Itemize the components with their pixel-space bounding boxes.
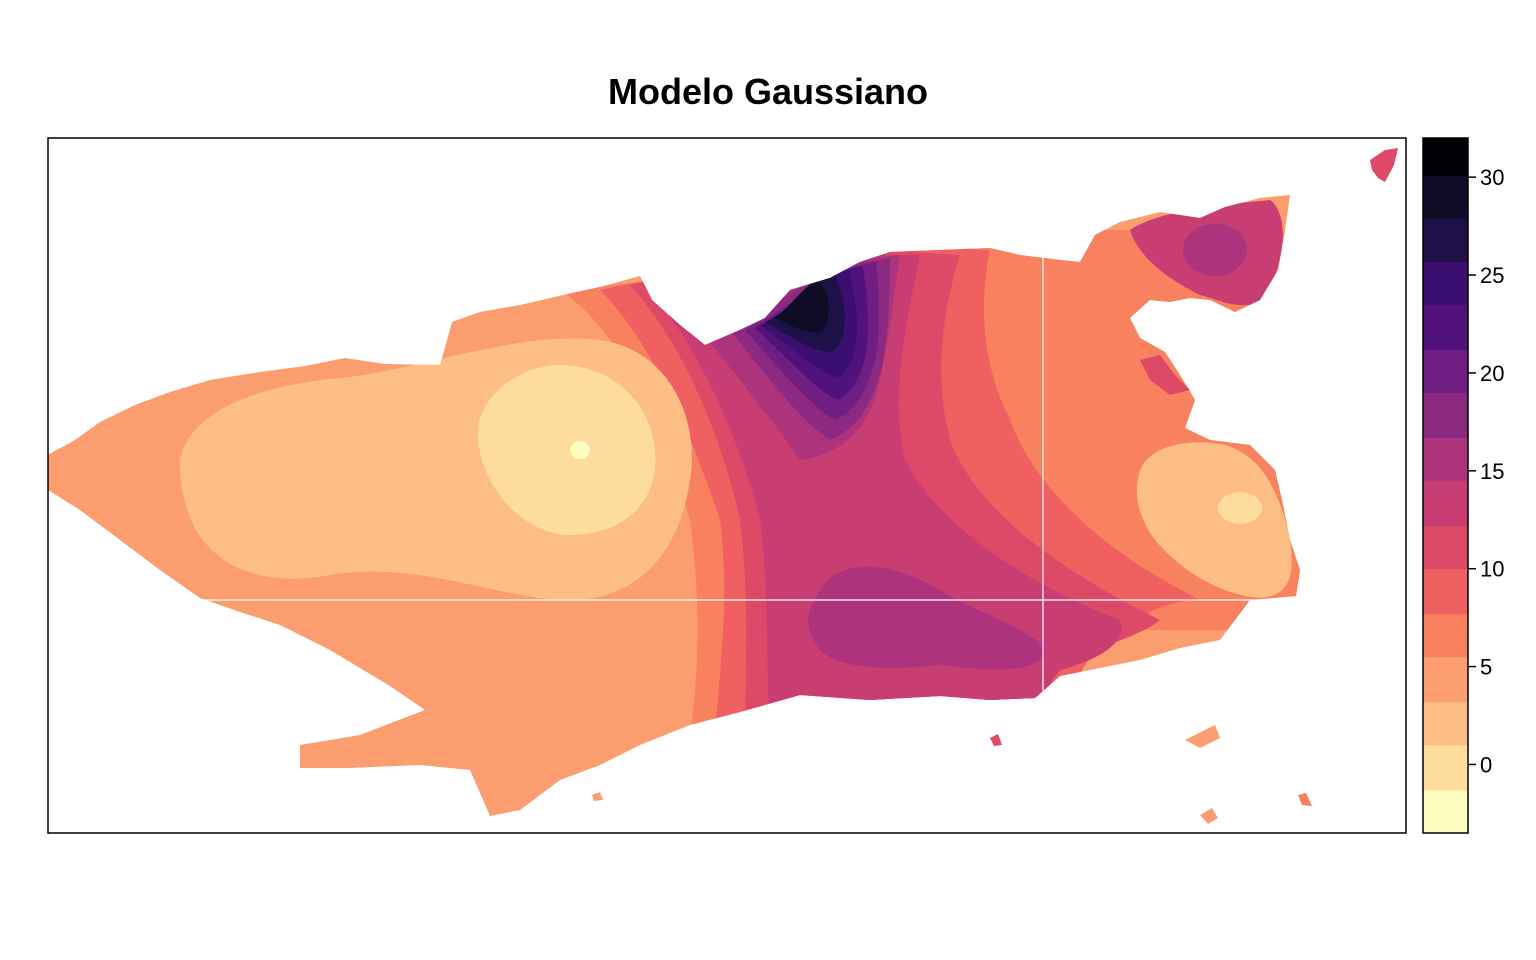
colorbar-bin-4	[1423, 613, 1468, 658]
colorbar-bin-1	[1423, 744, 1468, 791]
colorbar-tick-label: 30	[1480, 165, 1504, 190]
colorbar: 0 5 10 15 20 25 30	[1422, 137, 1504, 834]
colorbar-tick-label: 20	[1480, 361, 1504, 386]
colorbar-tick-label: 15	[1480, 459, 1504, 484]
colorbar-bin-15	[1423, 138, 1468, 176]
colorbar-bin-14	[1423, 175, 1468, 219]
contour-band-28	[775, 280, 829, 333]
plot-frame	[47, 137, 1407, 834]
island-south-1	[1200, 808, 1218, 824]
colorbar-tick-label: 0	[1480, 752, 1492, 777]
colorbar-bin-10	[1423, 349, 1468, 394]
colorbar-bin-11	[1423, 304, 1468, 350]
colorbar-bins	[1423, 138, 1468, 834]
islands	[48, 148, 1398, 824]
contour-band-northeast-14	[1183, 224, 1247, 276]
island-south-2	[1298, 793, 1312, 806]
island-south-5	[592, 792, 603, 801]
colorbar-bin-5	[1423, 568, 1468, 615]
chart-title: Modelo Gaussiano	[608, 71, 928, 112]
colorbar-bin-6	[1423, 525, 1468, 570]
colorbar-tick-label: 5	[1480, 655, 1492, 680]
contour-band-east-0	[1218, 492, 1262, 524]
colorbar-bin-2	[1423, 701, 1468, 746]
contour-fill-layers	[48, 195, 1300, 816]
colorbar-ticks: 0 5 10 15 20 25 30	[1468, 165, 1504, 777]
colorbar-bin-13	[1423, 218, 1468, 262]
island-south-3	[1185, 725, 1220, 748]
island-west	[48, 448, 62, 485]
contour-band-east-1	[1136, 442, 1292, 598]
colorbar-frame	[1422, 137, 1469, 834]
colorbar-bin-7	[1423, 480, 1468, 527]
colorbar-bin-8	[1423, 437, 1468, 482]
contour-band-west-min	[570, 441, 590, 459]
island-northeast	[1370, 148, 1398, 182]
contour-band-west-0	[477, 365, 656, 535]
colorbar-bin-12	[1423, 261, 1468, 305]
island-bay-1	[1140, 355, 1190, 395]
colorbar-bin-0	[1423, 789, 1468, 834]
interpolation-map	[48, 148, 1398, 824]
island-south-4	[990, 734, 1002, 746]
colorbar-tick-label: 10	[1480, 557, 1504, 582]
colorbar-tick-label: 25	[1480, 263, 1504, 288]
colorbar-bin-3	[1423, 656, 1468, 703]
colorbar-bin-9	[1423, 392, 1468, 439]
contour-band-14	[808, 566, 1045, 670]
